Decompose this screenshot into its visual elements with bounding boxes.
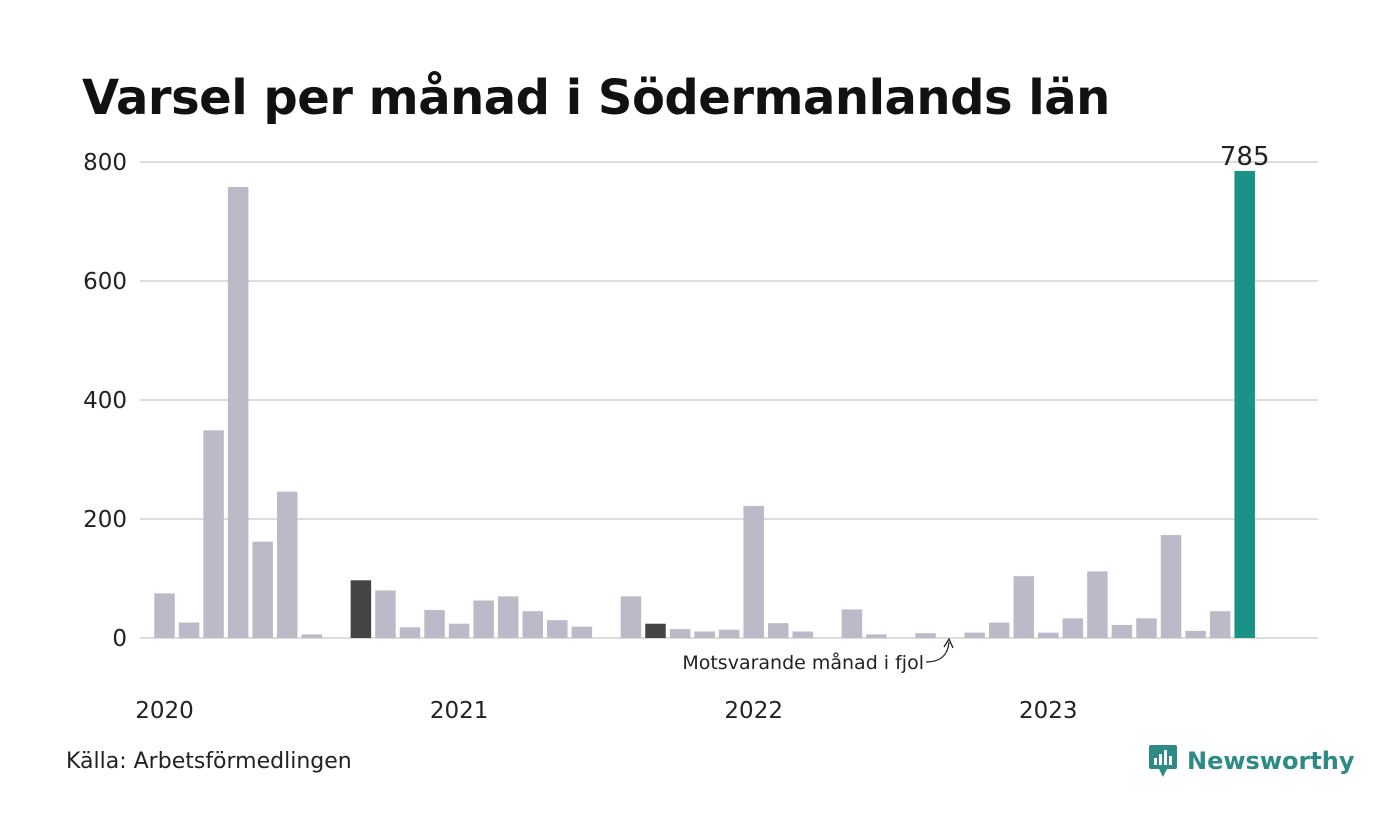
bar [203,430,224,638]
bar [473,600,494,638]
y-tick-label: 200 [83,507,127,533]
bar [227,186,249,639]
y-tick-label: 800 [83,150,127,176]
bar [154,593,175,638]
bar [694,631,715,638]
current-value-label: 785 [1220,142,1270,172]
x-tick-label: 2020 [135,698,194,724]
bar [645,623,666,638]
bar [718,629,740,638]
bar [964,632,985,638]
bar [669,629,691,638]
y-tick-label: 400 [83,388,127,414]
y-tick-label: 600 [83,269,127,295]
x-tick-label: 2022 [724,698,783,724]
bar [399,627,421,638]
bar [792,631,814,638]
bar [1136,618,1157,638]
bar [301,634,323,638]
annotation-arrow [925,641,950,663]
bar [350,580,372,638]
bar [866,634,887,638]
bar [448,623,470,638]
bar [1087,571,1108,638]
chart-title: Varsel per månad i Södermanlands län [82,70,1110,126]
bar [988,622,1010,638]
bar [1062,618,1084,638]
bar [915,633,936,638]
x-tick-label: 2023 [1019,698,1078,724]
brand-logo: Newsworthy [1148,744,1355,778]
chart-bubble-icon [1149,745,1177,777]
bar [1185,630,1206,638]
bar [424,610,445,638]
annotation-arrowhead [943,637,954,649]
bar [277,491,298,638]
bar [743,505,764,638]
bar [252,541,273,638]
bar [1111,624,1133,638]
bar [571,626,593,638]
source-note: Källa: Arbetsförmedlingen [66,749,352,774]
x-tick-label: 2021 [430,698,489,724]
bar [375,590,396,638]
y-tick-label: 0 [112,626,127,652]
bar [1013,576,1034,638]
bar [1160,535,1182,638]
bar [768,623,789,638]
bar [1234,170,1255,639]
annotation-text: Motsvarande månad i fjol [682,651,924,674]
bar [620,596,642,638]
bar [547,620,568,638]
bar [522,611,543,638]
brand-name: Newsworthy [1187,747,1355,775]
bar [497,596,519,638]
bar [1038,632,1059,638]
bar [178,622,200,638]
bar [1209,611,1231,638]
bar [841,609,863,638]
